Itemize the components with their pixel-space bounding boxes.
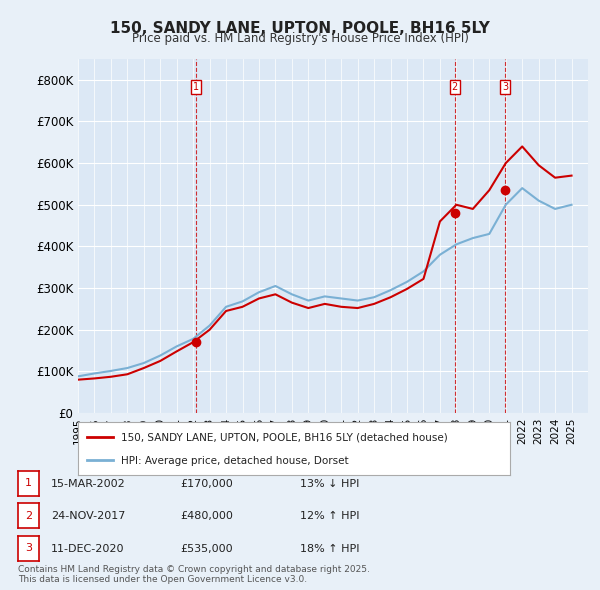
Text: 2: 2 [452,83,458,92]
Text: 12% ↑ HPI: 12% ↑ HPI [300,512,359,521]
Text: 2: 2 [25,511,32,520]
Text: 1: 1 [193,83,200,92]
Text: 13% ↓ HPI: 13% ↓ HPI [300,479,359,489]
Text: 1: 1 [25,478,32,488]
Text: 11-DEC-2020: 11-DEC-2020 [51,544,125,553]
Text: £170,000: £170,000 [180,479,233,489]
Text: 3: 3 [25,543,32,553]
Text: 24-NOV-2017: 24-NOV-2017 [51,512,125,521]
Text: 18% ↑ HPI: 18% ↑ HPI [300,544,359,553]
Text: 15-MAR-2002: 15-MAR-2002 [51,479,126,489]
Text: Price paid vs. HM Land Registry's House Price Index (HPI): Price paid vs. HM Land Registry's House … [131,32,469,45]
Text: 150, SANDY LANE, UPTON, POOLE, BH16 5LY: 150, SANDY LANE, UPTON, POOLE, BH16 5LY [110,21,490,35]
Text: £535,000: £535,000 [180,544,233,553]
Text: HPI: Average price, detached house, Dorset: HPI: Average price, detached house, Dors… [121,456,349,466]
Text: £480,000: £480,000 [180,512,233,521]
Text: 3: 3 [502,83,508,92]
Text: Contains HM Land Registry data © Crown copyright and database right 2025.
This d: Contains HM Land Registry data © Crown c… [18,565,370,584]
Text: 150, SANDY LANE, UPTON, POOLE, BH16 5LY (detached house): 150, SANDY LANE, UPTON, POOLE, BH16 5LY … [121,433,448,442]
